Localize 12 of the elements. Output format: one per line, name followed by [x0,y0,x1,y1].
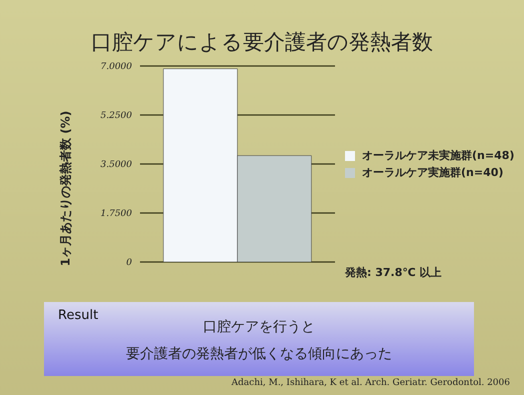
legend-label: オーラルケア実施群(n=40) [362,165,504,180]
text: Adachi, M., Ishihara, K et al. Arch. Geriatr. Gerodontol. 2006 [232,378,510,388]
y-tick-label: 3.5000 [100,160,132,170]
y-tick-label: 1.7500 [100,209,132,220]
y-tick-label: 5.2500 [100,111,132,122]
y-tick-label: 7.0000 [100,62,132,72]
y-tick-label: 0 [126,258,132,268]
chart-title: 口腔ケアによる要介護者の発熱者数 [90,29,434,56]
text: オーラルケア未実施群(n=48) [362,148,514,163]
text: 発熱: 37.8℃ 以上 [345,265,442,280]
result-box: Result 口腔ケアを行うと 要介護者の発熱者が低くなる傾向にあった [44,302,474,376]
y-axis-title: 1ヶ月あたりの発熱者数 (%) [58,110,74,268]
